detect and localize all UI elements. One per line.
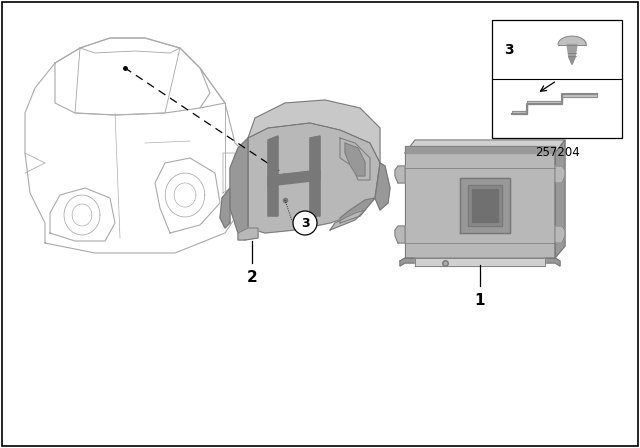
Polygon shape	[230, 138, 248, 233]
Circle shape	[293, 211, 317, 235]
Polygon shape	[238, 228, 258, 240]
Polygon shape	[555, 226, 565, 243]
Polygon shape	[248, 100, 380, 163]
Polygon shape	[268, 136, 278, 216]
Polygon shape	[400, 258, 560, 266]
Polygon shape	[555, 166, 565, 183]
Polygon shape	[310, 136, 320, 216]
Text: 3: 3	[504, 43, 514, 56]
Polygon shape	[405, 146, 555, 153]
Polygon shape	[340, 138, 370, 180]
Polygon shape	[472, 189, 498, 222]
Polygon shape	[405, 153, 555, 258]
Text: 3: 3	[301, 216, 309, 229]
Polygon shape	[375, 163, 390, 210]
Polygon shape	[415, 258, 545, 266]
Polygon shape	[555, 140, 565, 258]
Polygon shape	[345, 143, 365, 176]
Polygon shape	[512, 94, 597, 113]
Polygon shape	[460, 178, 510, 233]
Bar	[492, 20, 622, 138]
Text: 1: 1	[475, 293, 485, 308]
Polygon shape	[567, 44, 577, 57]
Polygon shape	[468, 185, 502, 226]
Polygon shape	[220, 188, 230, 228]
Text: 2: 2	[246, 270, 257, 285]
Polygon shape	[395, 226, 405, 243]
Polygon shape	[569, 57, 575, 65]
Polygon shape	[340, 198, 375, 223]
Polygon shape	[395, 166, 405, 183]
Polygon shape	[268, 170, 320, 186]
Text: 257204: 257204	[534, 146, 579, 159]
Polygon shape	[248, 123, 380, 233]
Polygon shape	[330, 210, 365, 230]
Polygon shape	[405, 140, 565, 153]
